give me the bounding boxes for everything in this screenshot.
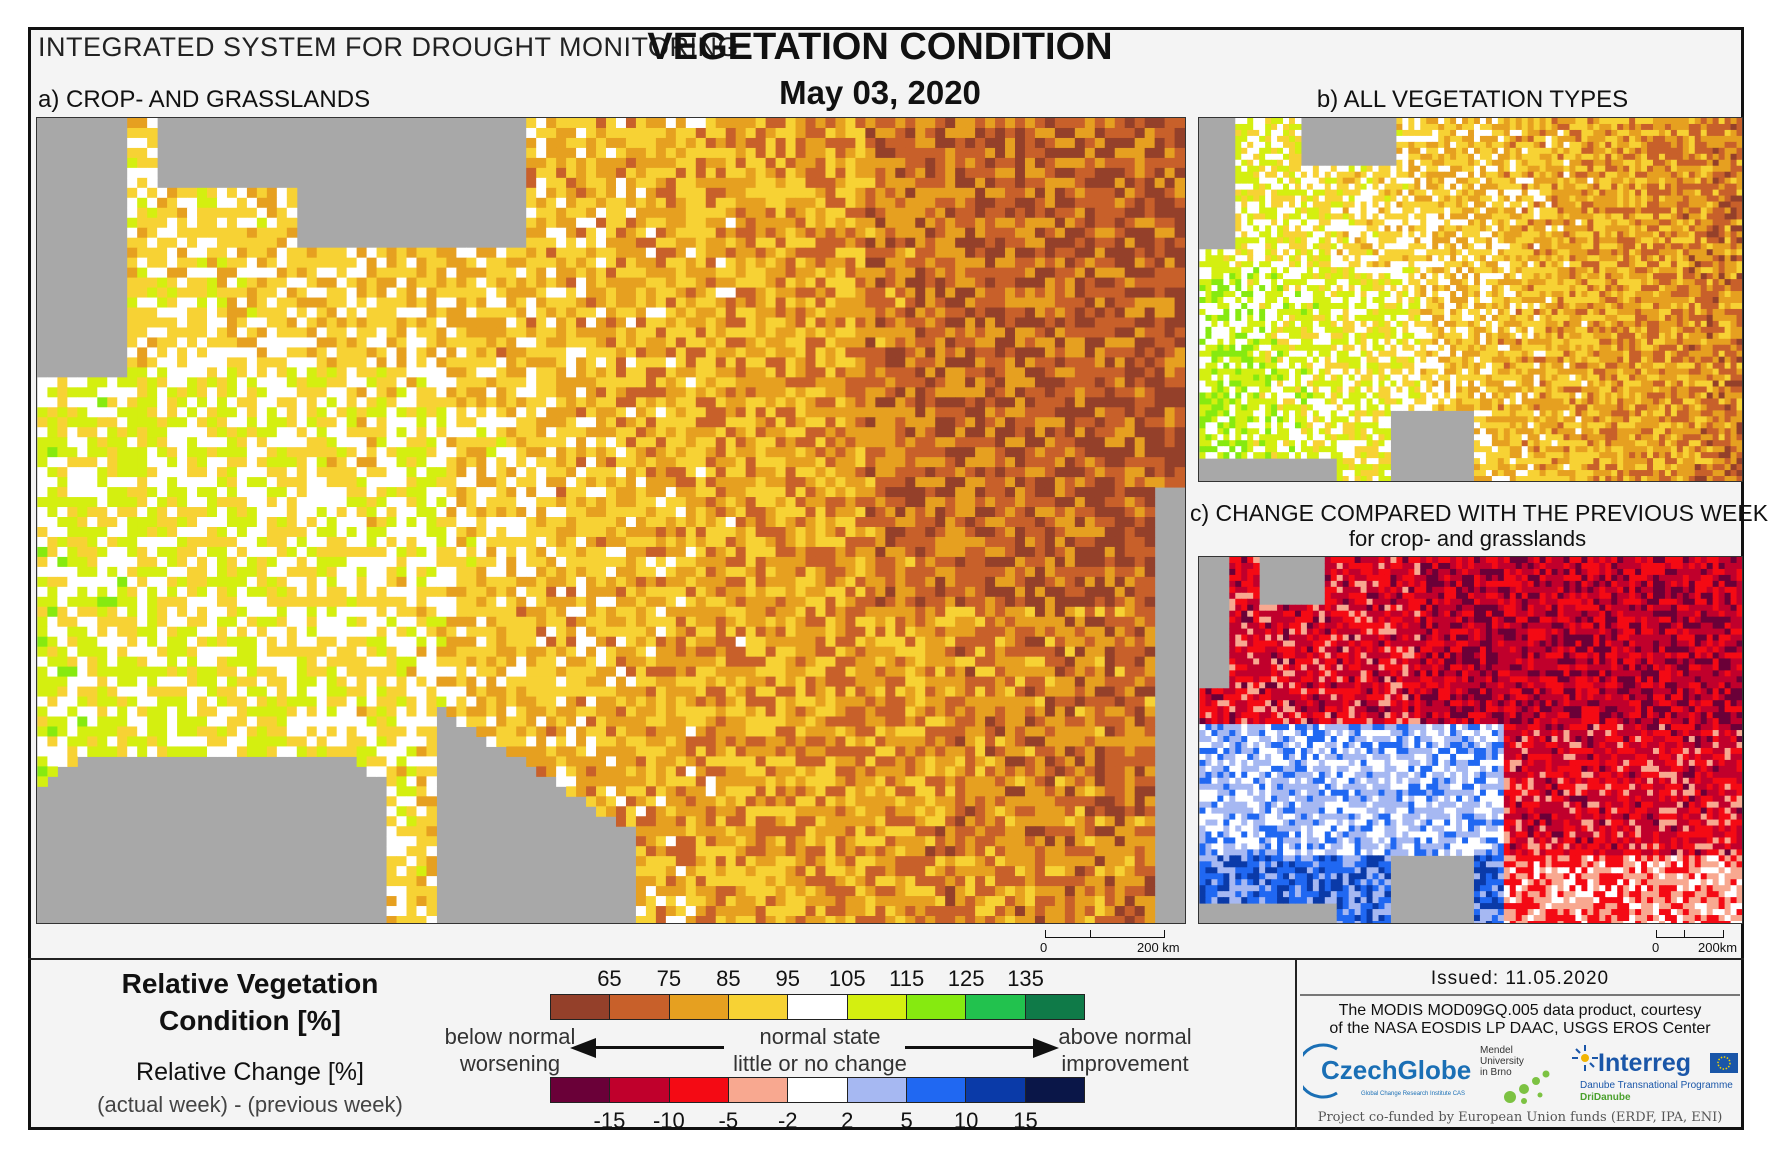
rc-swatch bbox=[610, 1078, 670, 1102]
legend-separator bbox=[28, 958, 1744, 960]
arrow-right-shaft bbox=[905, 1046, 1035, 1049]
rvc-tick: 95 bbox=[775, 966, 800, 991]
panel-b-raster bbox=[1199, 118, 1742, 481]
czechglobe-name: CzechGlobe bbox=[1321, 1055, 1472, 1085]
rc-swatch bbox=[551, 1078, 611, 1102]
improvement-label: improvement bbox=[1061, 1051, 1189, 1076]
rc-swatch bbox=[1025, 1078, 1084, 1102]
panel-c-label: c) CHANGE COMPARED WITH THE PREVIOUS WEE… bbox=[1190, 500, 1769, 526]
map-title: VEGETATION CONDITION bbox=[647, 26, 1113, 68]
panel-a-scale-end: 200 km bbox=[1137, 940, 1180, 955]
rc-tick: 10 bbox=[953, 1108, 979, 1133]
rvc-tick: 105 bbox=[828, 966, 866, 991]
czechglobe-arc-icon bbox=[1303, 1043, 1338, 1099]
interreg-spark-icon bbox=[1572, 1045, 1598, 1071]
rvc-tick: 65 bbox=[597, 966, 622, 991]
rvc-swatch bbox=[610, 995, 670, 1019]
interreg-logo[interactable]: Interreg Danube Transnational Programme … bbox=[1570, 1043, 1740, 1107]
panel-a-map[interactable] bbox=[36, 117, 1186, 924]
rvc-colorbar bbox=[550, 994, 1085, 1020]
arrow-right-icon bbox=[1033, 1038, 1059, 1058]
info-separator bbox=[1295, 958, 1297, 1130]
little-change-label: little or no change bbox=[733, 1051, 907, 1076]
rvc-swatch bbox=[966, 995, 1026, 1019]
rc-tick: -2 bbox=[777, 1108, 798, 1133]
worsening-label: worsening bbox=[459, 1051, 561, 1076]
czechglobe-logo[interactable]: CzechGlobe Global Change Research Instit… bbox=[1303, 1043, 1471, 1105]
rc-tick: 5 bbox=[900, 1108, 913, 1133]
rvc-title-line2: Condition [%] bbox=[159, 1005, 341, 1036]
rc-colorbar bbox=[550, 1077, 1085, 1103]
dridanube-name: DriDanube bbox=[1580, 1092, 1631, 1103]
rc-swatch bbox=[847, 1078, 907, 1102]
mendel-line3: in Brno bbox=[1480, 1067, 1512, 1078]
mendel-dots-icon bbox=[1504, 1070, 1550, 1104]
arrow-left-shaft bbox=[594, 1046, 724, 1049]
rc-tick: 15 bbox=[1013, 1108, 1038, 1133]
interreg-sub: Danube Transnational Programme bbox=[1580, 1080, 1733, 1091]
rvc-tick: 115 bbox=[889, 966, 925, 991]
rvc-swatch bbox=[669, 995, 729, 1019]
rvc-swatch bbox=[728, 995, 789, 1019]
panel-a-scale-start: 0 bbox=[1040, 940, 1048, 955]
rvc-swatch bbox=[847, 995, 907, 1019]
rvc-title-line1: Relative Vegetation bbox=[121, 968, 379, 999]
rc-swatch bbox=[788, 1078, 848, 1102]
credit-line1: The MODIS MOD09GQ.005 data product, cour… bbox=[1338, 1002, 1702, 1019]
rc-tick: -10 bbox=[652, 1108, 685, 1133]
eu-flag-icon bbox=[1710, 1053, 1738, 1073]
panel-b-map[interactable] bbox=[1198, 117, 1743, 482]
rc-swatch bbox=[669, 1078, 729, 1102]
rc-title: Relative Change [%] bbox=[136, 1058, 364, 1086]
rc-swatch bbox=[966, 1078, 1026, 1102]
rvc-swatch bbox=[551, 995, 611, 1019]
interreg-name: Interreg bbox=[1598, 1049, 1692, 1077]
panel-c-sublabel: for crop- and grasslands bbox=[1348, 526, 1587, 551]
issued-date: Issued: 11.05.2020 bbox=[1430, 968, 1610, 989]
mendel-line1: Mendel bbox=[1480, 1045, 1513, 1056]
rvc-tick: 125 bbox=[947, 966, 985, 991]
rc-tick: -5 bbox=[718, 1108, 739, 1133]
panel-a-label: a) CROP- AND GRASSLANDS bbox=[38, 86, 371, 113]
rvc-tick: 85 bbox=[716, 966, 741, 991]
mendel-logo[interactable]: Mendel University in Brno bbox=[1480, 1045, 1560, 1105]
panel-c-scale-start: 0 bbox=[1652, 940, 1660, 955]
map-date: May 03, 2020 bbox=[779, 74, 981, 111]
funding-note: Project co-funded by European Union fund… bbox=[1317, 1110, 1723, 1125]
normal-state-label: normal state bbox=[759, 1024, 881, 1049]
panel-a-raster bbox=[37, 118, 1185, 923]
panel-c-raster bbox=[1199, 557, 1742, 923]
rc-subtitle: (actual week) - (previous week) bbox=[97, 1092, 403, 1117]
panel-c-scale-end: 200km bbox=[1698, 940, 1738, 955]
credit-line2: of the NASA EOSDIS LP DAAC, USGS EROS Ce… bbox=[1329, 1020, 1711, 1037]
rvc-tick: 135 bbox=[1007, 966, 1044, 991]
rc-tick: -15 bbox=[593, 1108, 626, 1133]
czechglobe-sub: Global Change Research Institute CAS bbox=[1361, 1091, 1466, 1097]
info-rule bbox=[1300, 994, 1740, 996]
rc-tick: 2 bbox=[841, 1108, 854, 1133]
system-title: INTEGRATED SYSTEM FOR DROUGHT MONITORING bbox=[38, 32, 740, 62]
arrow-left-icon bbox=[570, 1038, 596, 1058]
below-normal-label: below normal bbox=[444, 1024, 576, 1049]
rc-swatch bbox=[906, 1078, 967, 1102]
rvc-swatch bbox=[1025, 995, 1084, 1019]
rvc-tick: 75 bbox=[656, 966, 682, 991]
rvc-swatch bbox=[788, 995, 848, 1019]
panel-b-label: b) ALL VEGETATION TYPES bbox=[1316, 86, 1629, 113]
rc-swatch bbox=[728, 1078, 789, 1102]
panel-c-map[interactable] bbox=[1198, 556, 1743, 924]
rvc-swatch bbox=[906, 995, 967, 1019]
above-normal-label: above normal bbox=[1058, 1024, 1192, 1049]
mendel-line2: University bbox=[1480, 1056, 1524, 1067]
